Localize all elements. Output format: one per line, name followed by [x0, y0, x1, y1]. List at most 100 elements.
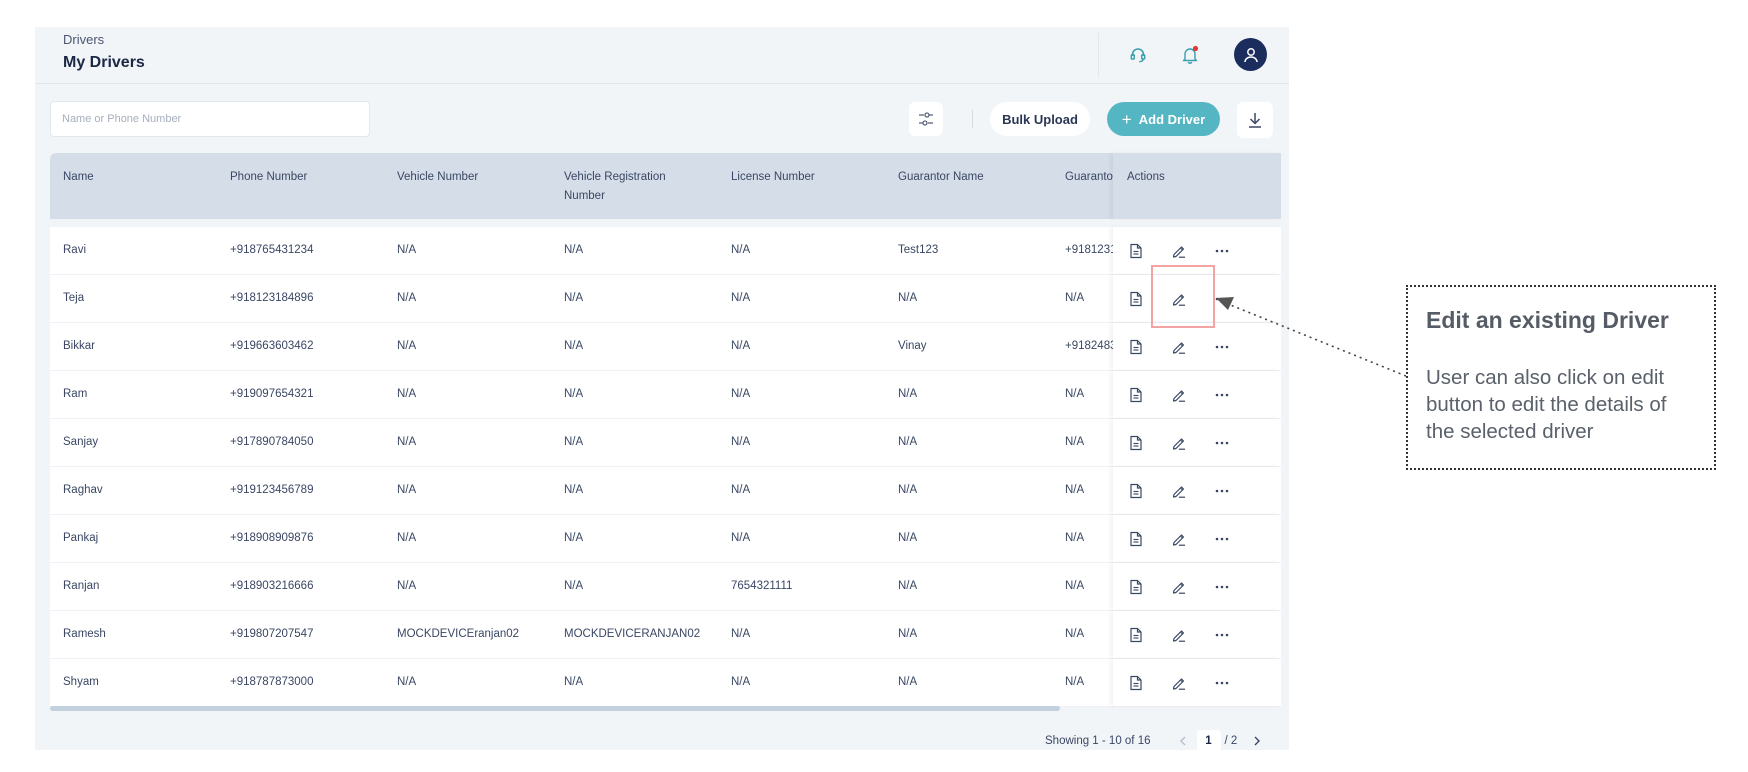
edit-pencil-icon[interactable] [1169, 241, 1189, 261]
document-icon[interactable] [1126, 673, 1146, 693]
edit-pencil-icon[interactable] [1169, 481, 1189, 501]
edit-pencil-icon[interactable] [1169, 577, 1189, 597]
drivers-table: Name Phone Number Vehicle Number Vehicle… [50, 153, 1281, 707]
pagination: Showing 1 - 10 of 16 1 / 2 [1045, 730, 1267, 752]
more-options-icon[interactable] [1212, 385, 1232, 405]
more-options-icon[interactable] [1212, 529, 1232, 549]
document-icon[interactable] [1126, 289, 1146, 309]
column-header-guarantor-phone[interactable]: Guaranto [1065, 171, 1113, 183]
column-header-phone[interactable]: Phone Number [230, 171, 308, 183]
more-options-icon[interactable] [1212, 433, 1232, 453]
cell-guarantor-phone: N/A [1065, 388, 1085, 400]
callout-title: Edit an existing Driver [1426, 307, 1669, 333]
more-options-icon[interactable] [1212, 241, 1232, 261]
edit-pencil-icon[interactable] [1169, 385, 1189, 405]
more-options-icon[interactable] [1212, 289, 1232, 309]
document-icon[interactable] [1126, 241, 1146, 261]
table-row[interactable]: Ram +919097654321 N/A N/A N/A N/A N/A [50, 371, 1281, 419]
bell-notification-icon[interactable] [1175, 40, 1205, 70]
actions-cell [1113, 371, 1281, 418]
column-header-vehicle-registration[interactable]: Vehicle Registration Number [564, 171, 666, 202]
more-options-icon[interactable] [1212, 625, 1232, 645]
edit-pencil-icon[interactable] [1169, 673, 1189, 693]
current-page[interactable]: 1 [1196, 730, 1221, 752]
cell-vehicle-number: N/A [397, 676, 417, 688]
cell-phone: +919123456789 [230, 484, 314, 496]
showing-count: Showing 1 - 10 of 16 [1045, 735, 1151, 747]
actions-cell [1113, 467, 1281, 514]
more-options-icon[interactable] [1212, 481, 1232, 501]
breadcrumb[interactable]: Drivers [63, 32, 105, 47]
scrollbar-thumb[interactable] [50, 706, 1060, 711]
chevron-left-icon[interactable] [1173, 731, 1193, 751]
document-icon[interactable] [1126, 529, 1146, 549]
column-header-guarantor-name[interactable]: Guarantor Name [898, 171, 984, 183]
cell-guarantor-phone: N/A [1065, 436, 1085, 448]
edit-pencil-icon[interactable] [1169, 529, 1189, 549]
cell-license: N/A [731, 340, 751, 352]
document-icon[interactable] [1126, 577, 1146, 597]
header-divider [1098, 33, 1099, 77]
cell-vehicle-registration: N/A [564, 484, 584, 496]
edit-pencil-icon[interactable] [1169, 337, 1189, 357]
column-header-vehicle-number[interactable]: Vehicle Number [397, 171, 479, 183]
table-body: Ravi +918765431234 N/A N/A N/A Test123 +918123… [50, 227, 1281, 707]
horizontal-scrollbar[interactable] [50, 706, 1281, 712]
column-header-license[interactable]: License Number [731, 171, 815, 183]
table-row[interactable]: Bikkar +919663603462 N/A N/A N/A Vinay +918248… [50, 323, 1281, 371]
filter-sliders-icon[interactable] [909, 102, 943, 136]
document-icon[interactable] [1126, 433, 1146, 453]
search-input[interactable] [50, 101, 370, 137]
cell-phone: +919807207547 [230, 628, 314, 640]
table-row[interactable]: Shyam +918787873000 N/A N/A N/A N/A N/A [50, 659, 1281, 707]
actions-cell [1113, 611, 1281, 658]
cell-license: N/A [731, 628, 751, 640]
chevron-right-icon[interactable] [1247, 731, 1267, 751]
table-row[interactable]: Teja +918123184896 N/A N/A N/A N/A N/A [50, 275, 1281, 323]
more-options-icon[interactable] [1212, 673, 1232, 693]
cell-guarantor-phone: N/A [1065, 580, 1085, 592]
cell-vehicle-number: N/A [397, 484, 417, 496]
cell-guarantor-phone: +9181231Ɛ [1065, 244, 1113, 256]
add-driver-button[interactable]: + Add Driver [1107, 102, 1220, 136]
column-header-name[interactable]: Name [63, 171, 94, 183]
table-row[interactable]: Ravi +918765431234 N/A N/A N/A Test123 +918123… [50, 227, 1281, 275]
edit-pencil-icon[interactable] [1169, 289, 1189, 309]
table-row[interactable]: Sanjay +917890784050 N/A N/A N/A N/A N/A [50, 419, 1281, 467]
cell-vehicle-registration: N/A [564, 580, 584, 592]
download-icon[interactable] [1237, 102, 1273, 138]
document-icon[interactable] [1126, 481, 1146, 501]
table-row[interactable]: Raghav +919123456789 N/A N/A N/A N/A N/A [50, 467, 1281, 515]
edit-pencil-icon[interactable] [1169, 433, 1189, 453]
cell-name: Bikkar [63, 340, 95, 352]
table-header: Name Phone Number Vehicle Number Vehicle… [50, 153, 1281, 219]
edit-pencil-icon[interactable] [1169, 625, 1189, 645]
cell-vehicle-number: N/A [397, 436, 417, 448]
more-options-icon[interactable] [1212, 577, 1232, 597]
actions-header-cell: Actions [1113, 153, 1281, 219]
table-row[interactable]: Ranjan +918903216666 N/A N/A 7654321111 N/A N/… [50, 563, 1281, 611]
cell-guarantor-name: N/A [898, 532, 918, 544]
cell-phone: +918123184896 [230, 292, 314, 304]
cell-license: N/A [731, 532, 751, 544]
document-icon[interactable] [1126, 385, 1146, 405]
cell-guarantor-name: N/A [898, 484, 918, 496]
cell-license: N/A [731, 436, 751, 448]
cell-vehicle-registration: N/A [564, 244, 584, 256]
cell-vehicle-number: N/A [397, 244, 417, 256]
actions-cell [1113, 323, 1281, 370]
cell-vehicle-registration: N/A [564, 340, 584, 352]
headset-support-icon[interactable] [1123, 40, 1153, 70]
more-options-icon[interactable] [1212, 337, 1232, 357]
table-row[interactable]: Pankaj +918908909876 N/A N/A N/A N/A N/A [50, 515, 1281, 563]
drivers-app: Drivers My Drivers Bulk Upload + Add Dri… [35, 27, 1289, 752]
cell-vehicle-number: MOCKDEVICEranjan02 [397, 628, 520, 640]
user-avatar-icon[interactable] [1234, 38, 1267, 71]
document-icon[interactable] [1126, 337, 1146, 357]
actions-cell [1113, 419, 1281, 466]
table-row[interactable]: Ramesh +919807207547 MOCKDEVICEranjan02 MOC… [50, 611, 1281, 659]
bulk-upload-button[interactable]: Bulk Upload [990, 102, 1090, 136]
edit-button-highlight [1151, 265, 1215, 328]
cell-name: Raghav [63, 484, 103, 496]
document-icon[interactable] [1126, 625, 1146, 645]
